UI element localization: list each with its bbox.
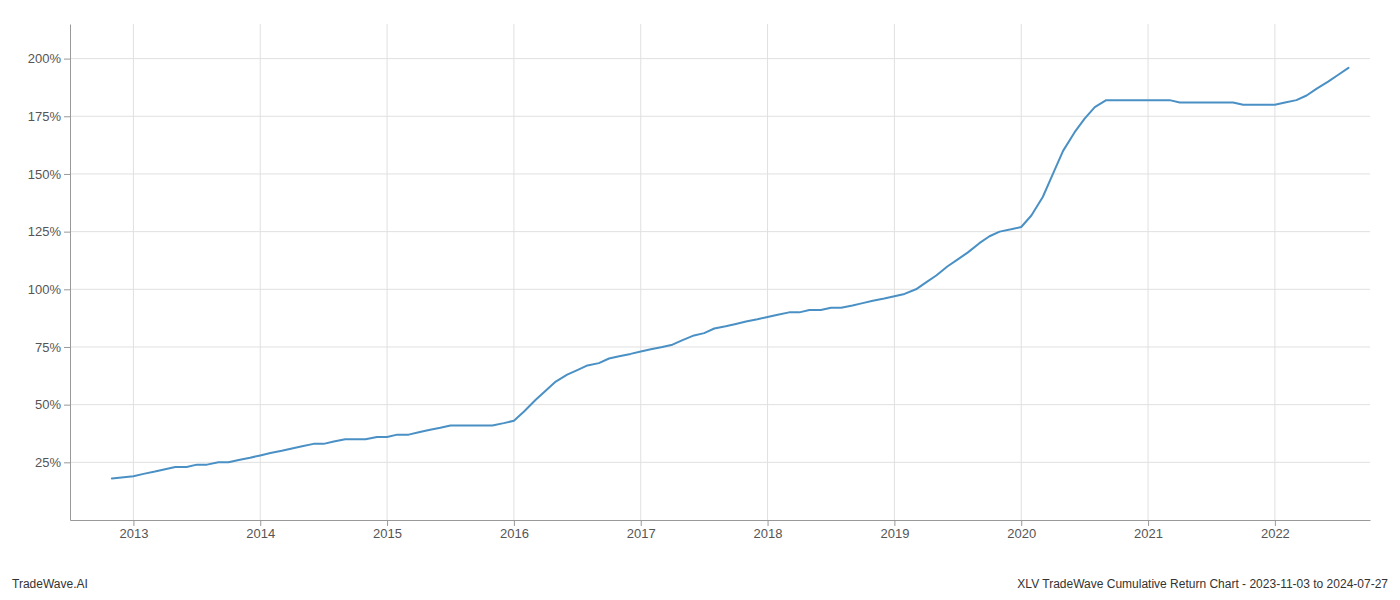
x-tick: 2013 [119, 520, 148, 541]
grid-line-x [513, 24, 514, 520]
x-tick: 2022 [1261, 520, 1290, 541]
y-tick-mark [64, 116, 70, 117]
y-tick: 100% [28, 282, 70, 297]
x-tick: 2021 [1134, 520, 1163, 541]
x-tick-mark [1275, 520, 1276, 526]
x-tick-mark [260, 520, 261, 526]
y-tick-label: 200% [28, 51, 62, 66]
y-tick-label: 100% [28, 282, 62, 297]
grid-line-y [70, 231, 1370, 232]
grid-line-x [387, 24, 388, 520]
y-tick: 200% [28, 51, 70, 66]
x-tick-label: 2015 [373, 526, 402, 541]
x-tick-mark [514, 520, 515, 526]
x-tick-label: 2018 [754, 526, 783, 541]
grid-line-x [1274, 24, 1275, 520]
y-tick: 25% [35, 455, 70, 470]
y-tick-label: 25% [35, 455, 61, 470]
y-tick-label: 125% [28, 224, 62, 239]
x-axis-line [71, 520, 1371, 521]
x-tick-mark [133, 520, 134, 526]
x-tick-label: 2013 [119, 526, 148, 541]
grid-line-y [70, 173, 1370, 174]
x-tick-label: 2019 [880, 526, 909, 541]
x-tick: 2015 [373, 520, 402, 541]
x-axis: 2013 2014 2015 2016 2017 2018 2019 2020 2021 2022 [71, 520, 1371, 541]
grid-line-x [260, 24, 261, 520]
grid-line-x [1021, 24, 1022, 520]
y-tick: 125% [28, 224, 70, 239]
x-tick-mark [894, 520, 895, 526]
y-axis: 25% 50% 75% 100% 125% 150% 175% 200% [28, 25, 71, 521]
x-tick-mark [1148, 520, 1149, 526]
y-tick-label: 175% [28, 109, 62, 124]
grid-line-y [70, 404, 1370, 405]
grid-line-x [640, 24, 641, 520]
y-tick-label: 150% [28, 167, 62, 182]
grid-line-y [70, 116, 1370, 117]
chart: 2013 2014 2015 2016 2017 2018 2019 2020 2021 2022… [0, 0, 1400, 600]
grid-line-y [70, 462, 1370, 463]
grid-line-y [70, 289, 1370, 290]
y-tick-mark [64, 462, 70, 463]
x-tick-label: 2017 [627, 526, 656, 541]
x-tick: 2020 [1007, 520, 1036, 541]
x-tick-mark [768, 520, 769, 526]
x-tick-label: 2022 [1261, 526, 1290, 541]
y-tick: 50% [35, 397, 70, 412]
grid-line-x [133, 24, 134, 520]
y-tick: 75% [35, 340, 70, 355]
x-tick: 2016 [500, 520, 529, 541]
y-tick-label: 50% [35, 397, 61, 412]
y-tick-mark [64, 289, 70, 290]
x-tick: 2019 [880, 520, 909, 541]
y-axis-line [70, 25, 71, 521]
footer-right: XLV TradeWave Cumulative Return Chart - … [1017, 577, 1388, 591]
x-tick-label: 2020 [1007, 526, 1036, 541]
grid-line-x [894, 24, 895, 520]
x-tick-mark [387, 520, 388, 526]
grid [70, 24, 1370, 520]
grid-line-x [1148, 24, 1149, 520]
plot: 2013 2014 2015 2016 2017 2018 2019 2020 2021 2022… [28, 24, 1371, 541]
x-tick: 2018 [754, 520, 783, 541]
grid-line-y [70, 346, 1370, 347]
y-tick: 175% [28, 109, 70, 124]
y-tick-mark [64, 174, 70, 175]
x-tick-label: 2021 [1134, 526, 1163, 541]
y-tick-label: 75% [35, 340, 61, 355]
marks [112, 68, 1349, 479]
x-tick-mark [1021, 520, 1022, 526]
x-tick: 2014 [246, 520, 275, 541]
x-tick: 2017 [627, 520, 656, 541]
x-tick-mark [641, 520, 642, 526]
x-tick-label: 2014 [246, 526, 275, 541]
y-tick-mark [64, 59, 70, 60]
x-tick-label: 2016 [500, 526, 529, 541]
line [112, 68, 1349, 479]
y-tick-mark [64, 347, 70, 348]
grid-line-y [70, 58, 1370, 59]
footer-left: TradeWave.AI [12, 577, 88, 591]
y-tick-mark [64, 405, 70, 406]
y-tick: 150% [28, 167, 70, 182]
grid-line-x [767, 24, 768, 520]
y-tick-mark [64, 232, 70, 233]
